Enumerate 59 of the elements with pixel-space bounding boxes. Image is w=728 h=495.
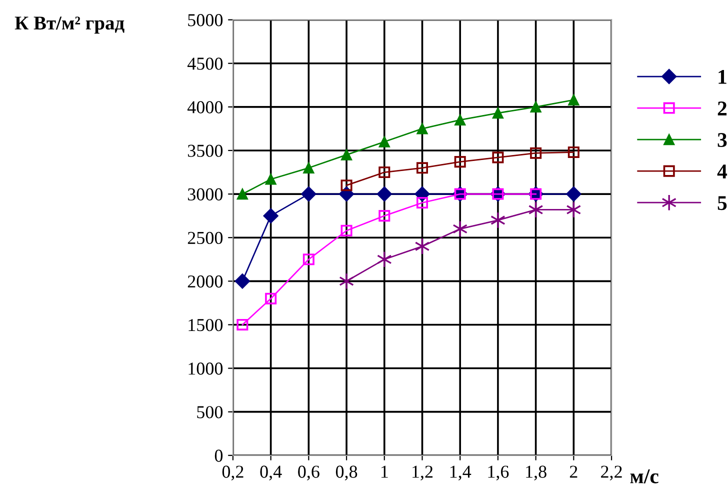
legend-label: 5 xyxy=(718,196,727,210)
point xyxy=(378,136,390,148)
y-tick-label: 3500 xyxy=(188,144,223,157)
point xyxy=(301,186,316,202)
legend-label: 2 xyxy=(718,102,727,116)
point xyxy=(416,123,428,134)
point xyxy=(378,166,390,178)
point xyxy=(340,149,352,160)
point xyxy=(263,208,278,224)
point xyxy=(492,107,504,119)
point xyxy=(490,212,506,229)
y-tick-label: 500 xyxy=(197,406,223,418)
point xyxy=(566,186,582,202)
x-tick-label: 0,8 xyxy=(336,466,358,480)
point xyxy=(236,318,248,330)
x-tick-label: 1,4 xyxy=(450,466,472,480)
point xyxy=(530,101,542,112)
y-tick-label: 4000 xyxy=(187,101,223,114)
point xyxy=(416,162,428,174)
point xyxy=(416,196,428,209)
x-tick-label: 0,4 xyxy=(260,466,282,480)
point xyxy=(530,147,542,159)
legend-label: 4 xyxy=(717,164,728,178)
point xyxy=(454,114,466,126)
y-tick-label: 2500 xyxy=(188,232,223,244)
y-tick-label: 1500 xyxy=(188,318,223,332)
point xyxy=(265,292,277,304)
y-tick-label: 4500 xyxy=(187,58,223,70)
point xyxy=(340,224,352,236)
point xyxy=(378,210,390,222)
y-tick-label: 3000 xyxy=(188,188,223,200)
point xyxy=(234,274,250,289)
legend-label: 3 xyxy=(718,133,727,148)
point xyxy=(568,94,580,106)
point xyxy=(303,162,314,174)
x-tick-label: 1,6 xyxy=(488,466,509,480)
y-tick-label: 1000 xyxy=(188,362,223,375)
point xyxy=(340,180,352,192)
y-tick-label: 5000 xyxy=(188,14,223,26)
x-tick-label: 1,8 xyxy=(526,466,546,480)
x-tick-label: 1 xyxy=(381,466,388,478)
y-tick-label: 0 xyxy=(214,450,223,462)
point xyxy=(492,152,504,164)
x-axis-title: м/с xyxy=(630,469,658,484)
point xyxy=(339,272,354,290)
y-axis-title: К Вт/м² град xyxy=(14,16,124,34)
point xyxy=(376,186,392,202)
x-tick-label: 2 xyxy=(570,466,578,478)
x-tick-label: 0,2 xyxy=(222,466,244,480)
point xyxy=(265,174,276,185)
point xyxy=(302,254,314,266)
point xyxy=(236,188,248,200)
x-tick-label: 2,2 xyxy=(601,466,622,480)
x-tick-label: 0,6 xyxy=(298,466,320,480)
point xyxy=(568,146,580,158)
y-tick-label: 2000 xyxy=(188,275,223,288)
point xyxy=(454,156,466,168)
legend-label: 1 xyxy=(718,70,726,84)
x-tick-label: 1,2 xyxy=(412,466,433,480)
